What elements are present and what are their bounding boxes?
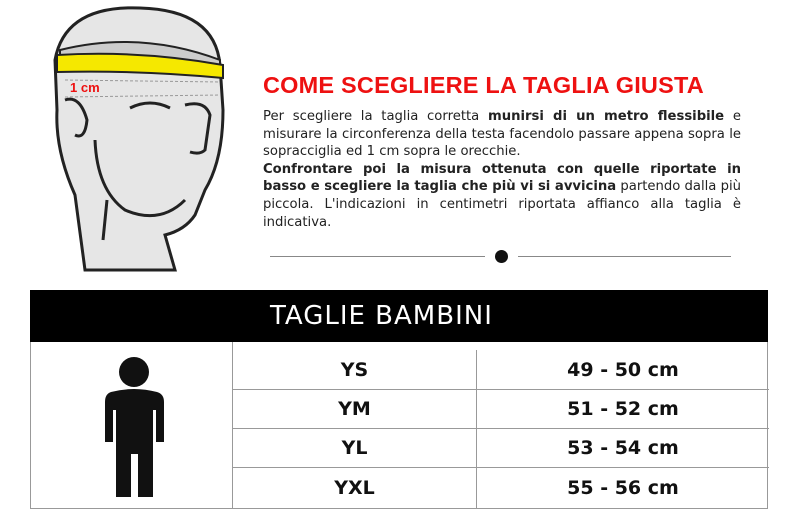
divider-left — [270, 256, 485, 257]
measure-cell: 53 - 54 cm — [567, 436, 679, 459]
size-table: TAGLIE BAMBINI YS 49 - 50 cm YM 51 - 52 cm… — [30, 290, 769, 509]
size-cell: YXL — [233, 467, 477, 508]
desc-p2: e misurare la circonferenza della testa … — [263, 109, 741, 160]
one-cm-label: 1 cm — [70, 80, 100, 95]
child-figure-icon — [105, 357, 164, 497]
icon-cell — [31, 342, 233, 508]
desc-p1-bold: munirsi di un metro flessibile — [487, 109, 725, 124]
measure-cell: 51 - 52 cm — [567, 397, 679, 420]
measure-cell: 55 - 56 cm — [567, 476, 679, 499]
divider-right — [518, 256, 731, 257]
instructions-text: Per scegliere la taglia corretta munirsi… — [263, 108, 741, 231]
table-row: YM 51 - 52 cm — [233, 389, 769, 429]
table-row: YS 49 - 50 cm — [233, 350, 769, 390]
page-title: COME SCEGLIERE LA TAGLIA GIUSTA — [263, 72, 704, 98]
measure-cell: 49 - 50 cm — [567, 358, 679, 381]
size-cell: YL — [233, 428, 477, 467]
size-cell: YM — [233, 389, 477, 428]
table-row: YL 53 - 54 cm — [233, 428, 769, 468]
head-measurement-illustration: 1 cm — [53, 6, 225, 272]
desc-p4: partendo dalla più piccola. L'indicazion… — [263, 179, 741, 230]
desc-p1: Per scegliere la taglia corretta — [263, 109, 488, 124]
size-cell: YS — [233, 350, 477, 389]
table-row: YXL 55 - 56 cm — [233, 467, 769, 508]
table-header: TAGLIE BAMBINI — [30, 290, 768, 342]
divider-dot — [495, 250, 508, 263]
desc-p3-bold: Confrontare poi la misura ottenuta con q… — [263, 161, 741, 195]
